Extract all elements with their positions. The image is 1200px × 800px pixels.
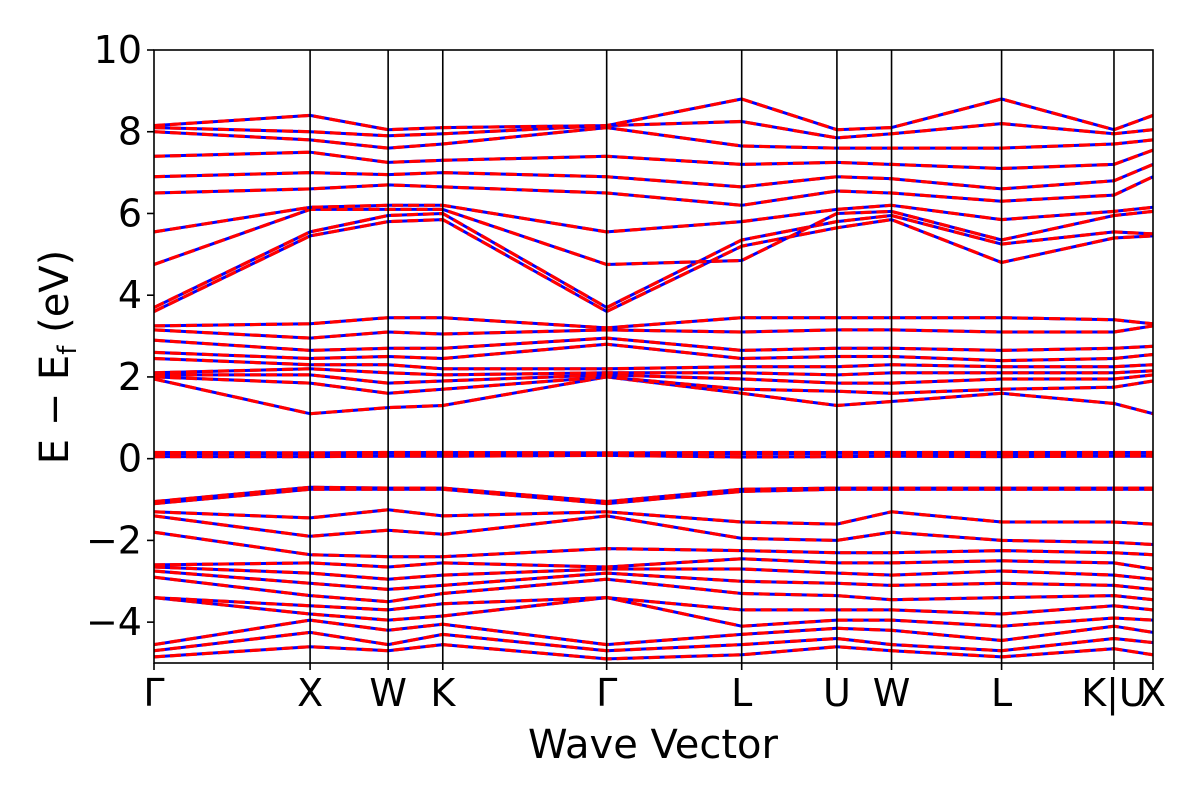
band-line-dashed-7 [154,565,1153,581]
band-line-dashed-5 [154,575,1153,604]
y-tick-label-0: 10 [94,28,142,72]
band-line-dashed-29 [154,203,1153,234]
band-line-dashed-1 [154,630,1153,653]
x-tick-label-10: X [1140,671,1166,715]
band-line-dashed-31 [154,162,1153,191]
y-tick-label-2: 6 [118,191,142,235]
band-line-dashed-25 [154,316,1153,330]
band-line-dashed-18 [154,375,1153,395]
band-line-dashed-32 [154,148,1153,171]
y-ticks: 10 8 6 4 2 0 −2 −4 [86,28,154,644]
band-line-dashed-0 [154,642,1153,661]
band-line-dashed-28 [154,207,1153,267]
band-line-dashed-11 [154,508,1153,526]
x-tick-label-6: U [823,671,851,715]
x-tick-label-9: K|U [1081,671,1147,716]
kpoint-lines [309,50,1115,663]
plot-frame [153,49,1154,664]
band-line-dashed-8 [154,557,1153,571]
x-tick-label-5: L [731,671,752,715]
svg-text:E − Ef (eV): E − Ef (eV) [32,250,83,465]
y-tick-label-5: 0 [118,437,142,481]
y-tick-label-4: 2 [118,355,142,399]
y-tick-label-3: 4 [118,273,142,317]
band-line-dashed-34 [154,119,1153,140]
x-tick-label-4: Γ [596,671,617,715]
y-axis-label-unit: (eV) [32,250,78,333]
band-line-dashed-9 [154,530,1153,559]
band-line-dashed-13 [154,485,1153,504]
y-tick-label-1: 8 [118,110,142,154]
y-axis-label-space [32,333,78,346]
bands-layer [154,97,1153,661]
x-tick-label-8: L [991,671,1012,715]
band-line-dashed-20 [154,367,1153,377]
band-line-dashed-33 [154,125,1153,150]
x-ticks: Γ X W K Γ L U W L K|UX [143,663,1166,716]
band-line-dashed-4 [154,595,1153,616]
band-line-dashed-30 [154,175,1153,207]
y-tick-label-7: −4 [86,600,142,644]
band-line-dashed-22 [154,342,1153,363]
band-line-dashed-19 [154,373,1153,385]
x-tick-label-3: K [430,671,456,715]
x-tick-label-2: W [369,671,407,715]
band-line-dashed-6 [154,569,1153,592]
band-line-dashed-23 [154,336,1153,353]
band-line-dashed-24 [154,324,1153,340]
x-tick-label-7: W [873,671,911,715]
band-line-dashed-14 [154,453,1153,459]
band-line-solid-28 [154,207,1153,266]
x-tick-label-0: Γ [143,671,164,715]
band-line-dashed-35 [154,97,1153,132]
x-axis-label: Wave Vector [528,722,779,768]
y-tick-label-6: −2 [86,518,142,562]
band-line-dashed-21 [154,356,1153,371]
y-axis-label: E − Ef (eV) [32,250,83,465]
x-tick-label-1: X [297,671,323,715]
band-line-dashed-10 [154,514,1153,547]
y-axis-label-main: E − E [32,355,78,465]
y-axis-label-sub: f [53,345,83,355]
